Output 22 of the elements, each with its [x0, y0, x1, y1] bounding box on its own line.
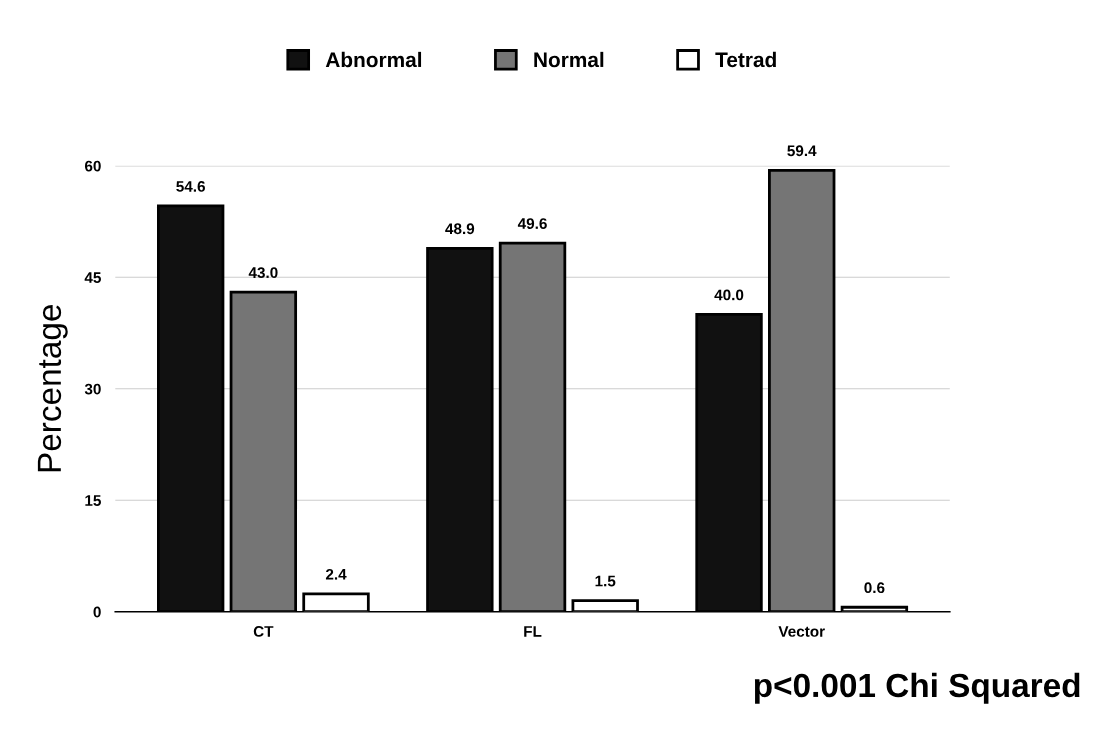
text: p<0.001 Chi Squared [754, 672, 1080, 704]
y-tick-label: 60 [84, 160, 101, 172]
data-label: 59.4 [787, 145, 817, 157]
data-label: 49.6 [517, 218, 547, 229]
y-tick-label: 30 [84, 383, 101, 395]
x-tick-label: Vector [778, 626, 825, 637]
y-tick-label: 45 [84, 272, 101, 283]
x-tick-label: CT [253, 626, 274, 637]
y-tick-label: 0 [93, 606, 101, 618]
legend-label: Abnormal [325, 51, 422, 68]
data-label: 1.5 [595, 575, 616, 587]
data-label: 2.4 [325, 568, 347, 580]
legend-label: Tetrad [715, 51, 776, 68]
legend-label: Normal [534, 51, 604, 68]
data-label: 43.0 [248, 267, 278, 279]
data-label: 0.6 [864, 582, 885, 594]
data-label: 40.0 [714, 289, 744, 301]
y-axis-title: Percentage [37, 305, 68, 472]
data-label: 48.9 [445, 223, 475, 235]
data-label: 54.6 [176, 181, 205, 192]
x-tick-label: FL [524, 626, 542, 637]
y-tick-label: 15 [85, 495, 101, 506]
